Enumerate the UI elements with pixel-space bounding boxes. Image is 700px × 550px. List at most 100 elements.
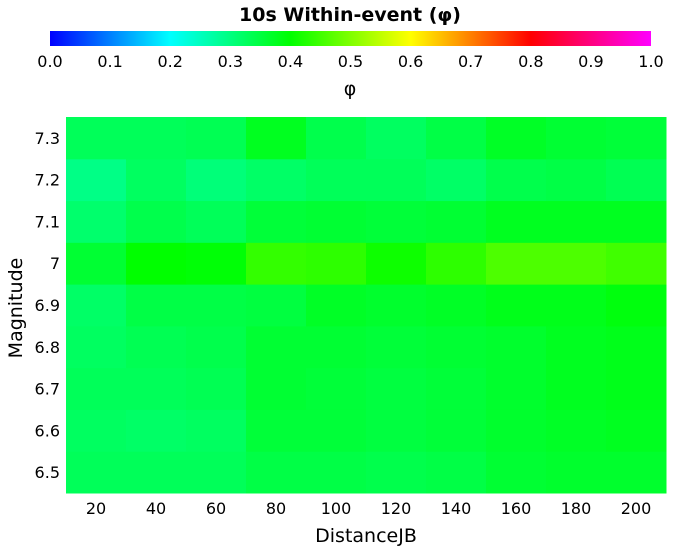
heatmap-cell	[366, 451, 427, 494]
heatmap-cell	[606, 325, 667, 369]
heatmap-cell	[546, 200, 607, 243]
heatmap-cell	[186, 200, 247, 243]
heatmap-cell	[606, 284, 667, 327]
heatmap-cell	[306, 117, 367, 160]
heatmap-cell	[426, 117, 487, 160]
heatmap-cell	[66, 242, 127, 285]
heatmap-cell	[366, 158, 427, 202]
heatmap-cell	[546, 158, 607, 202]
y-tick-label: 7	[50, 254, 60, 273]
heatmap-cell	[126, 451, 187, 494]
heatmap-cell	[186, 451, 247, 494]
heatmap-cell	[246, 284, 307, 327]
heatmap-cell	[486, 409, 547, 452]
chart-title: 10s Within-event (φ)	[239, 4, 461, 26]
heatmap-cell	[186, 367, 247, 410]
heatmap-cells	[66, 117, 667, 494]
colorbar-tick-label: 0.0	[37, 52, 62, 71]
heatmap-cell	[66, 367, 127, 410]
heatmap-cell	[366, 200, 427, 243]
heatmap-cell	[246, 367, 307, 410]
colorbar-tick-label: 0.5	[338, 52, 363, 71]
heatmap-cell	[426, 325, 487, 369]
heatmap-cell	[306, 242, 367, 285]
heatmap-cell	[246, 325, 307, 369]
colorbar-ticks: 0.0 0.1 0.2 0.3 0.4 0.5 0.6 0.7 0.8 0.9 1.0	[37, 52, 663, 71]
heatmap-cell	[366, 367, 427, 410]
heatmap-cell	[426, 242, 487, 285]
heatmap-cell	[306, 200, 367, 243]
heatmap-cell	[546, 117, 607, 160]
heatmap-cell	[126, 409, 187, 452]
heatmap-cell	[306, 325, 367, 369]
colorbar-gradient	[50, 31, 651, 46]
heatmap-cell	[546, 284, 607, 327]
heatmap-cell	[606, 409, 667, 452]
heatmap-cell	[426, 158, 487, 202]
heatmap-cell	[306, 367, 367, 410]
x-tick-label: 200	[621, 499, 652, 518]
heatmap-cell	[126, 367, 187, 410]
x-tick-label: 60	[206, 499, 226, 518]
colorbar: 0.0 0.1 0.2 0.3 0.4 0.5 0.6 0.7 0.8 0.9 1.0 φ	[37, 31, 664, 100]
heatmap-cell	[306, 284, 367, 327]
colorbar-label: φ	[344, 78, 357, 100]
heatmap-cell	[186, 409, 247, 452]
heatmap-cell	[606, 242, 667, 285]
heatmap-cell	[546, 409, 607, 452]
heatmap-cell	[66, 451, 127, 494]
heatmap-cell	[546, 451, 607, 494]
y-tick-label: 6.7	[35, 380, 60, 399]
y-axis-ticks: 6.5 6.6 6.7 6.8 6.9 7 7.1 7.2 7.3	[35, 129, 60, 482]
heatmap-cell	[426, 409, 487, 452]
heatmap-cell	[66, 200, 127, 243]
heatmap-cell	[66, 284, 127, 327]
y-tick-label: 7.2	[35, 171, 60, 190]
heatmap-cell	[366, 284, 427, 327]
heatmap-cell	[606, 158, 667, 202]
heatmap-cell	[486, 451, 547, 494]
heatmap-cell	[66, 325, 127, 369]
heatmap-cell	[126, 284, 187, 327]
x-tick-label: 40	[146, 499, 166, 518]
heatmap-cell	[186, 284, 247, 327]
heatmap-cell	[306, 451, 367, 494]
colorbar-tick-label: 1.0	[638, 52, 663, 71]
heatmap-cell	[126, 117, 187, 160]
heatmap-cell	[186, 158, 247, 202]
x-axis-label: DistanceJB	[315, 525, 417, 547]
heatmap-cell	[606, 367, 667, 410]
heatmap-cell	[366, 325, 427, 369]
heatmap-cell	[186, 242, 247, 285]
x-axis-ticks: 20 40 60 80 100 120 140 160 180 200	[86, 499, 651, 518]
heatmap-cell	[426, 451, 487, 494]
heatmap-cell	[426, 367, 487, 410]
heatmap-cell	[366, 409, 427, 452]
y-tick-label: 7.3	[35, 129, 60, 148]
x-tick-label: 140	[441, 499, 472, 518]
heatmap-cell	[606, 451, 667, 494]
y-tick-label: 7.1	[35, 212, 60, 231]
heatmap-cell	[486, 325, 547, 369]
colorbar-tick-label: 0.3	[218, 52, 243, 71]
heatmap-cell	[66, 117, 127, 160]
colorbar-tick-label: 0.9	[578, 52, 603, 71]
heatmap-cell	[486, 242, 547, 285]
colorbar-tick-label: 0.7	[458, 52, 483, 71]
heatmap-cell	[486, 117, 547, 160]
heatmap-cell	[606, 200, 667, 243]
heatmap-cell	[366, 242, 427, 285]
x-tick-label: 80	[266, 499, 286, 518]
x-tick-label: 180	[561, 499, 592, 518]
heatmap-cell	[426, 284, 487, 327]
y-tick-label: 6.9	[35, 296, 60, 315]
colorbar-tick-label: 0.1	[97, 52, 122, 71]
heatmap-cell	[246, 200, 307, 243]
heatmap-cell	[126, 325, 187, 369]
heatmap-cell	[66, 158, 127, 202]
heatmap-cell	[366, 117, 427, 160]
x-tick-label: 120	[381, 499, 412, 518]
heatmap-cell	[546, 325, 607, 369]
y-tick-label: 6.8	[35, 338, 60, 357]
